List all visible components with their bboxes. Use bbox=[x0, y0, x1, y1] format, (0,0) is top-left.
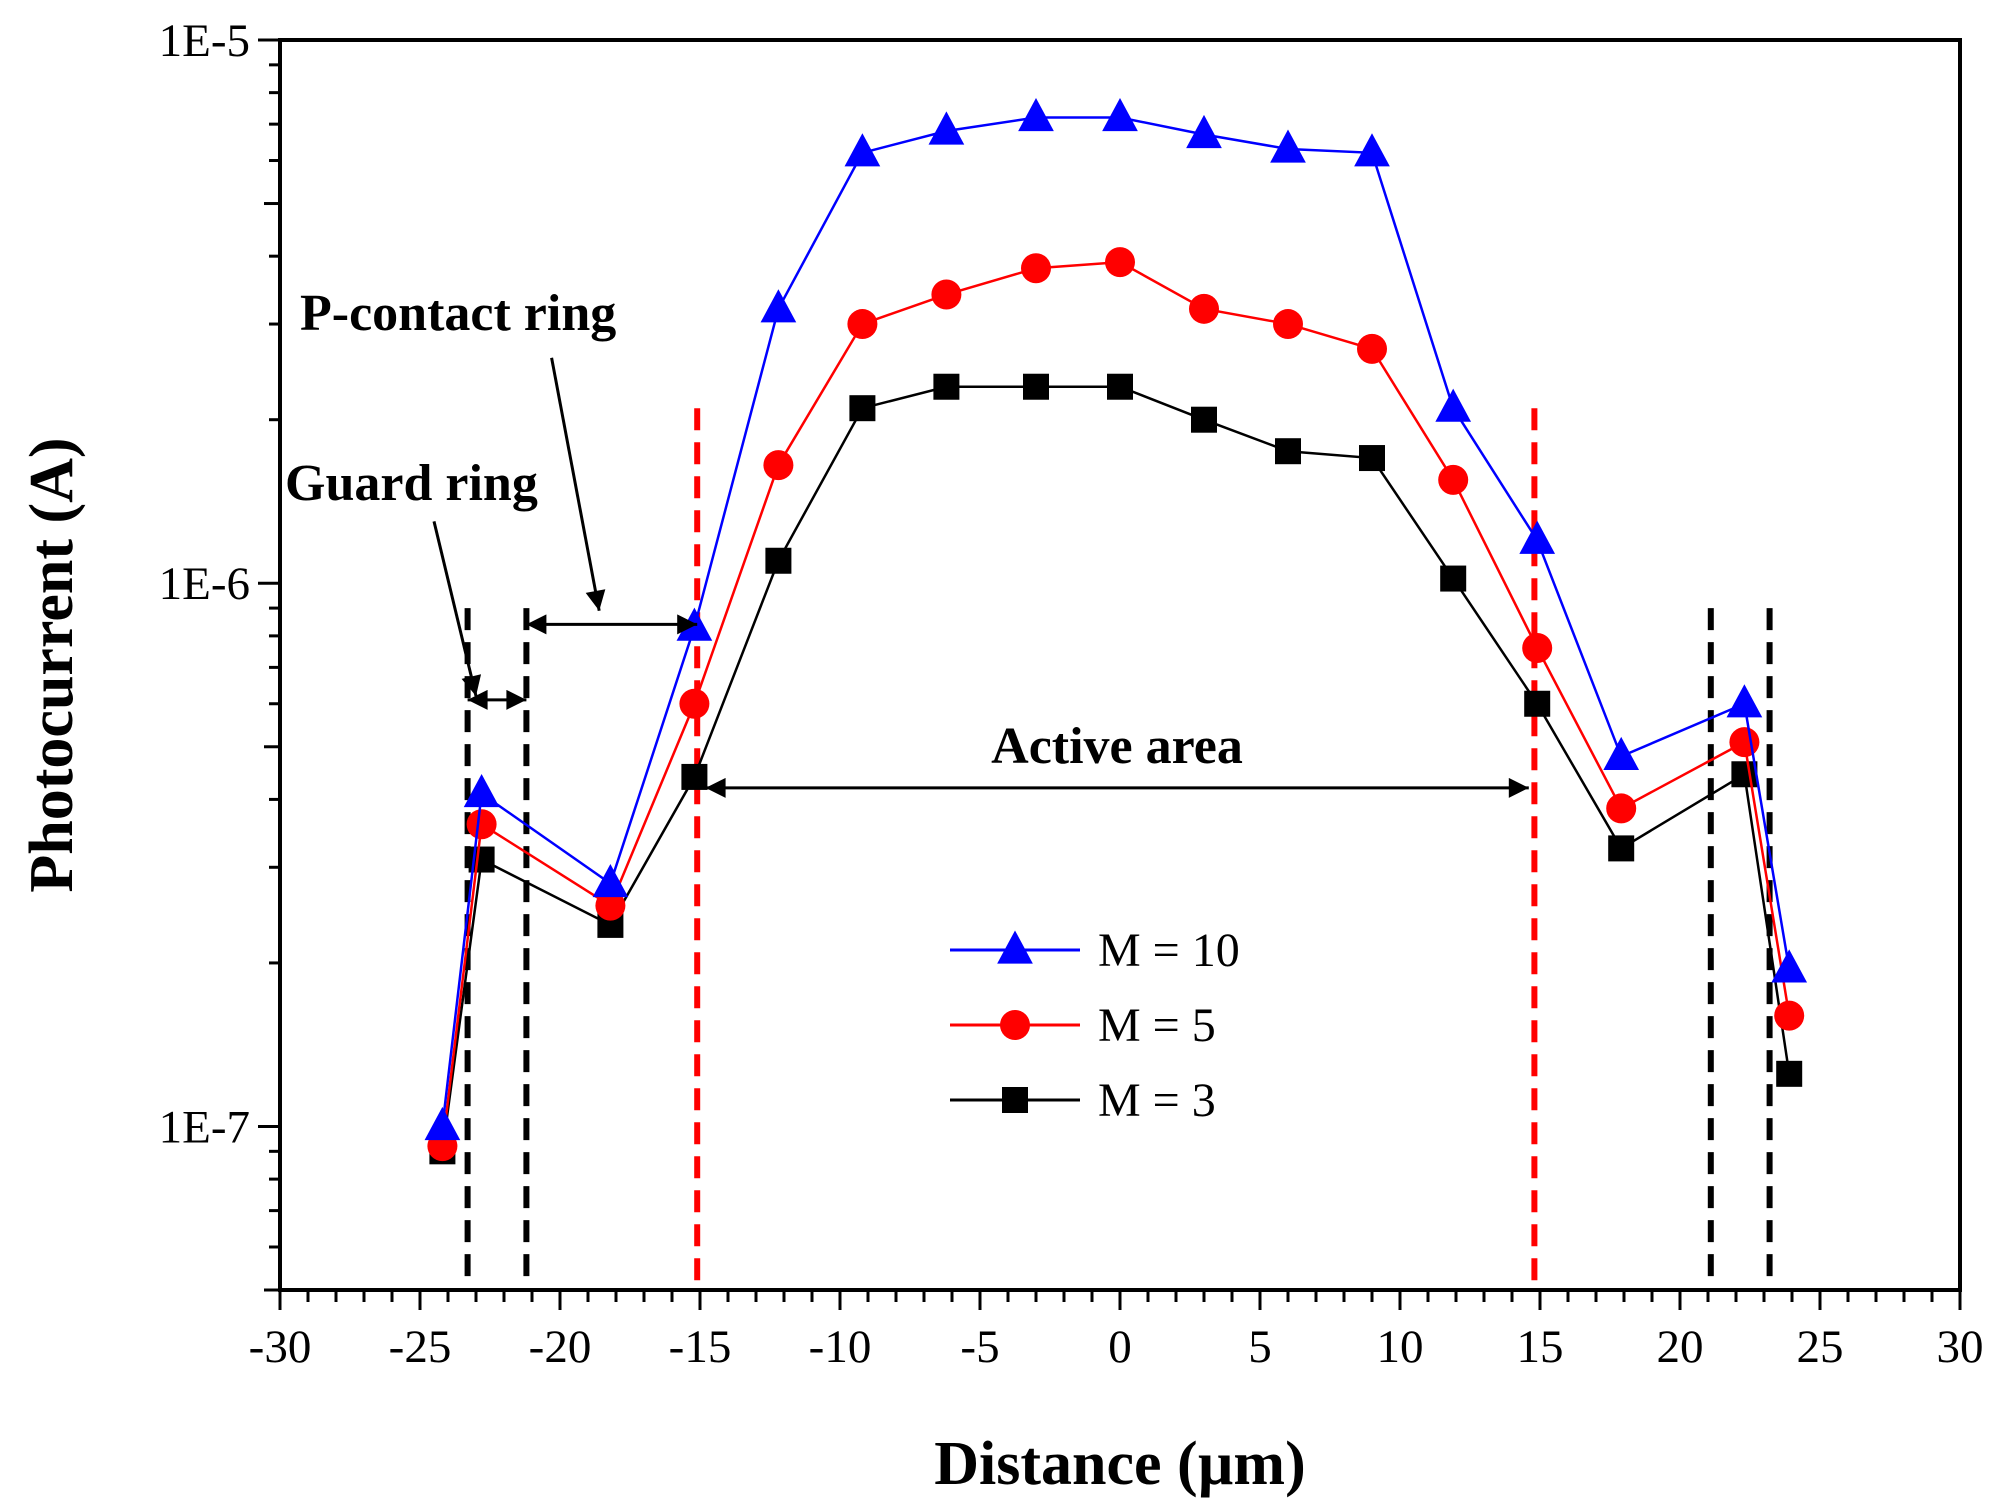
data-point bbox=[1275, 438, 1301, 465]
data-point bbox=[463, 774, 500, 808]
data-point bbox=[1774, 1000, 1805, 1031]
data-point bbox=[1273, 309, 1303, 340]
x-tick-label: 5 bbox=[1248, 1321, 1272, 1373]
legend-swatch-marker bbox=[1000, 1010, 1030, 1040]
x-tick-label: -25 bbox=[389, 1321, 452, 1373]
data-point bbox=[1603, 736, 1640, 770]
annotation-spans bbox=[432, 357, 1529, 798]
data-point bbox=[849, 395, 876, 422]
data-point bbox=[844, 133, 881, 167]
data-point bbox=[466, 809, 497, 840]
data-point bbox=[679, 688, 710, 719]
reference-lines bbox=[464, 408, 1773, 1290]
x-tick-label: -30 bbox=[249, 1321, 312, 1373]
annotation-p-contact-ring: P-contact ring bbox=[300, 285, 616, 342]
data-point bbox=[592, 864, 629, 898]
data-point bbox=[1776, 1060, 1803, 1087]
data-point bbox=[1107, 373, 1133, 400]
x-tick-label: 10 bbox=[1377, 1321, 1424, 1373]
x-tick-label: -15 bbox=[669, 1321, 732, 1373]
data-point bbox=[1731, 761, 1758, 788]
data-point bbox=[1606, 793, 1637, 824]
y-axis-ticks: 1E-7 1E-6 1E-5 bbox=[159, 15, 280, 1292]
data-point bbox=[1357, 333, 1387, 364]
data-point bbox=[1729, 727, 1760, 758]
legend: M = 10 M = 5 M = 3 bbox=[950, 924, 1240, 1127]
annotation-active-area: Active area bbox=[991, 718, 1243, 775]
y-tick-label: 1E-5 bbox=[159, 15, 250, 67]
data-point bbox=[1726, 684, 1763, 718]
data-point bbox=[1105, 247, 1135, 278]
x-axis-ticks: -30 -25 -20 -15 -10 -5 0 5 10 15 20 25 30 bbox=[249, 1290, 1984, 1373]
data-point bbox=[1354, 133, 1390, 167]
legend-item: M = 10 bbox=[950, 924, 1240, 977]
y-axis-title: Photocurrent (A) bbox=[18, 437, 86, 892]
x-axis-title: Distance (µm) bbox=[934, 1430, 1305, 1498]
legend-swatch-marker bbox=[1002, 1087, 1028, 1113]
annotation-guard-ring: Guard ring bbox=[285, 455, 538, 512]
legend-label: M = 3 bbox=[1098, 1074, 1216, 1127]
x-tick-label: -20 bbox=[529, 1321, 592, 1373]
data-point bbox=[1023, 373, 1049, 400]
series-layer bbox=[424, 97, 1808, 1165]
data-point bbox=[1522, 632, 1553, 663]
data-point bbox=[765, 547, 792, 574]
guard-ring-pointer bbox=[432, 520, 482, 697]
data-point bbox=[847, 309, 878, 340]
data-point bbox=[1359, 445, 1385, 472]
legend-label: M = 10 bbox=[1098, 924, 1240, 977]
data-point bbox=[928, 111, 965, 145]
legend-item: M = 3 bbox=[950, 1074, 1216, 1127]
data-point bbox=[760, 289, 797, 323]
x-tick-label: -5 bbox=[960, 1321, 999, 1373]
series-m10 bbox=[424, 97, 1808, 1141]
data-point bbox=[1191, 406, 1217, 433]
x-tick-label: 0 bbox=[1108, 1321, 1132, 1373]
data-point bbox=[1018, 97, 1054, 132]
p-contact-ring-pointer bbox=[550, 357, 606, 612]
y-tick-label: 1E-7 bbox=[159, 1101, 250, 1153]
legend-swatch-marker bbox=[997, 930, 1033, 964]
data-point bbox=[763, 450, 794, 481]
data-point bbox=[424, 1106, 461, 1141]
data-point bbox=[1608, 835, 1635, 862]
x-tick-label: 20 bbox=[1657, 1321, 1704, 1373]
x-tick-label: 15 bbox=[1517, 1321, 1564, 1373]
data-point bbox=[595, 890, 626, 921]
data-point bbox=[681, 763, 708, 790]
x-tick-label: 25 bbox=[1797, 1321, 1844, 1373]
data-point bbox=[933, 373, 960, 400]
data-point bbox=[1435, 388, 1472, 422]
data-point bbox=[1189, 293, 1219, 324]
data-point bbox=[1519, 520, 1556, 554]
data-point bbox=[1440, 565, 1467, 592]
x-tick-label: -10 bbox=[809, 1321, 872, 1373]
data-point bbox=[1186, 114, 1222, 149]
series-m5 bbox=[427, 247, 1805, 1162]
legend-label: M = 5 bbox=[1098, 999, 1216, 1052]
data-point bbox=[1021, 253, 1051, 284]
x-tick-label: 30 bbox=[1937, 1321, 1984, 1373]
data-point bbox=[1438, 464, 1469, 495]
y-tick-label: 1E-6 bbox=[159, 558, 250, 610]
data-point bbox=[1524, 690, 1551, 717]
data-point bbox=[931, 279, 962, 310]
series-m3 bbox=[429, 373, 1803, 1165]
data-point bbox=[1771, 949, 1808, 983]
data-point bbox=[1102, 97, 1138, 132]
legend-item: M = 5 bbox=[950, 999, 1216, 1052]
data-point bbox=[1270, 129, 1306, 163]
